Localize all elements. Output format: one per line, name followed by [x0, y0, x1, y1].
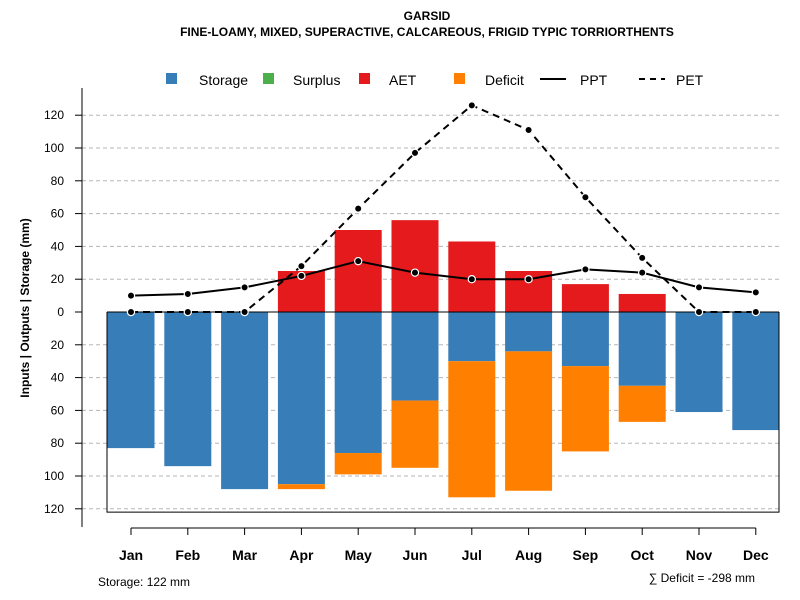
chart-title: GARSID: [403, 9, 451, 23]
deficit-bar: [618, 385, 666, 422]
chart-subtitle: FINE-LOAMY, MIXED, SUPERACTIVE, CALCAREO…: [180, 25, 674, 39]
deficit-bar: [561, 366, 609, 452]
ppt-point: [183, 289, 192, 299]
labels: Inputs | Outputs | Storage (mm) Storage: …: [18, 218, 755, 589]
storage-bar: [277, 312, 325, 485]
legend-label: Surplus: [293, 72, 340, 88]
deficit-bar: [391, 400, 439, 468]
ppt-point: [524, 275, 533, 284]
pet-point: [126, 307, 136, 317]
y-tick-label: 80: [51, 436, 65, 450]
aet-bar: [391, 220, 439, 312]
y-tick-label: 0: [57, 305, 64, 319]
y-tick-label: 120: [44, 502, 64, 516]
storage-capacity-box: [106, 312, 780, 513]
x-tick-label: Jul: [462, 547, 482, 563]
legend-swatch: [166, 73, 177, 84]
storage-bar: [732, 312, 780, 431]
deficit-total-label: ∑ Deficit = -298 mm: [649, 571, 755, 585]
storage-label: Storage: 122 mm: [98, 575, 190, 589]
pet-point: [694, 307, 704, 317]
pet-point: [638, 253, 647, 263]
ppt-point: [751, 288, 761, 297]
legend-swatch: [263, 73, 274, 84]
y-tick-label: 60: [51, 403, 65, 417]
y-tick-label: 100: [44, 141, 64, 155]
y-tick-label: 20: [51, 272, 65, 286]
pet-point: [410, 148, 420, 158]
y-tick-label: 40: [51, 371, 65, 385]
axes: 120 100 80 60 40 20 0 20 40 60 80 100 120 Jan Feb Mar Ap…: [44, 88, 769, 563]
x-tick-label: Apr: [289, 547, 314, 563]
deficit-bar: [334, 453, 382, 475]
ppt-point: [297, 271, 306, 281]
legend-label: Storage: [199, 72, 248, 88]
ppt-point: [467, 275, 476, 284]
legend-swatch: [359, 73, 370, 84]
storage-bar: [391, 312, 439, 401]
bars: [107, 220, 780, 498]
pet-point: [467, 101, 476, 110]
legend: Storage Surplus AET Deficit PPT PET: [166, 72, 704, 88]
aet-bar: [334, 230, 382, 312]
pet-point: [751, 307, 761, 317]
y-tick-label: 60: [51, 207, 65, 221]
storage-bar: [334, 312, 382, 454]
ppt-point: [240, 283, 249, 292]
pet-point: [183, 307, 192, 317]
ppt-point: [581, 265, 590, 274]
ppt-point: [694, 283, 704, 292]
series-lines: [126, 101, 761, 317]
storage-bar: [561, 312, 609, 367]
y-tick-label: 80: [51, 174, 65, 188]
pet-point: [354, 204, 363, 213]
ppt-point: [638, 268, 647, 277]
x-tick-label: Mar: [232, 547, 257, 563]
x-tick-label: Feb: [175, 547, 200, 563]
legend-label: PPT: [580, 72, 608, 88]
x-tick-label: Aug: [515, 547, 542, 563]
pet-point: [297, 261, 306, 271]
y-axis-label: Inputs | Outputs | Storage (mm): [18, 218, 32, 397]
ppt-line: [130, 260, 756, 297]
x-tick-label: Dec: [743, 547, 769, 563]
pet-line: [131, 104, 756, 313]
pet-point: [524, 125, 533, 135]
ppt-point: [126, 291, 136, 300]
storage-bar: [448, 312, 496, 362]
x-tick-label: May: [345, 547, 372, 563]
storage-bar: [505, 312, 553, 352]
aet-bar: [561, 284, 609, 312]
storage-bar: [221, 312, 269, 490]
aet-bar: [618, 293, 666, 312]
deficit-bar: [505, 351, 553, 491]
legend-label: Deficit: [485, 72, 524, 88]
ppt-point: [354, 256, 363, 266]
storage-bar: [618, 312, 666, 386]
x-tick-label: Nov: [686, 547, 713, 563]
x-tick-label: Jun: [403, 547, 428, 563]
deficit-bar: [277, 484, 325, 490]
y-tick-label: 120: [44, 108, 64, 122]
pet-point: [581, 192, 590, 202]
legend-swatch: [454, 73, 465, 84]
legend-label: PET: [676, 72, 704, 88]
pet-point: [240, 307, 249, 317]
deficit-bar: [448, 361, 496, 498]
ppt-point: [410, 268, 420, 277]
x-tick-label: Oct: [631, 547, 655, 563]
storage-bar: [675, 312, 723, 413]
x-tick-label: Sep: [573, 547, 599, 563]
y-tick-label: 100: [44, 469, 64, 483]
x-tick-label: Jan: [119, 547, 143, 563]
storage-bar: [164, 312, 212, 467]
legend-label: AET: [389, 72, 417, 88]
y-tick-label: 40: [51, 239, 65, 253]
y-tick-label: 20: [51, 338, 65, 352]
storage-bar: [107, 312, 155, 449]
